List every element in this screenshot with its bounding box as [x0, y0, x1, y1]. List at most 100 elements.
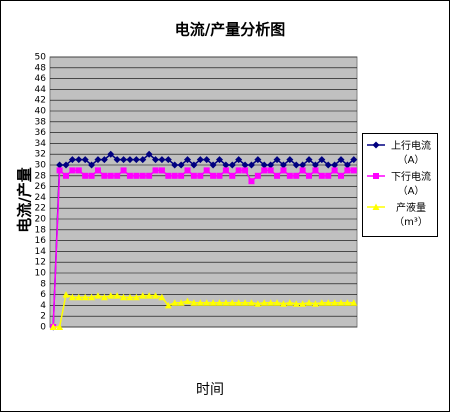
- point: [68, 293, 76, 301]
- point: [247, 299, 255, 306]
- point: [260, 161, 268, 169]
- point: [146, 172, 153, 179]
- point: [158, 156, 166, 164]
- point: [203, 156, 211, 164]
- point: [88, 161, 96, 169]
- point: [164, 301, 172, 309]
- point: [203, 299, 211, 306]
- point: [247, 161, 255, 169]
- point: [152, 292, 160, 299]
- point: [279, 161, 287, 169]
- point: [196, 156, 204, 164]
- point: [177, 299, 185, 306]
- point: [145, 292, 153, 299]
- legend-icon: [367, 203, 385, 210]
- point: [311, 161, 319, 169]
- point: [228, 161, 236, 169]
- point: [88, 172, 95, 179]
- point: [107, 172, 114, 179]
- point: [344, 167, 351, 174]
- point: [75, 167, 82, 174]
- point: [178, 172, 185, 179]
- point: [350, 299, 358, 306]
- point: [280, 167, 287, 174]
- y-tick-label: 20: [35, 215, 47, 225]
- point: [56, 167, 63, 174]
- point: [279, 300, 287, 307]
- point: [306, 172, 313, 179]
- point: [229, 172, 236, 179]
- y-tick-label: 42: [35, 96, 46, 106]
- legend-label: 上行电流（A）: [391, 141, 431, 166]
- point: [299, 167, 306, 174]
- point: [343, 299, 351, 306]
- y-tick-label: 44: [35, 85, 47, 95]
- y-tick-label: 36: [35, 128, 47, 138]
- point: [171, 161, 179, 169]
- point: [254, 156, 262, 164]
- point: [267, 167, 274, 174]
- legend-icon: [367, 173, 385, 179]
- point: [145, 150, 153, 158]
- point: [299, 300, 307, 307]
- point: [350, 156, 358, 164]
- point: [190, 172, 197, 179]
- point: [132, 293, 140, 301]
- point: [171, 299, 179, 306]
- point: [114, 172, 121, 179]
- y-tick-label: 6: [40, 290, 46, 300]
- point: [184, 297, 192, 305]
- y-tick-label: 50: [35, 53, 47, 63]
- point: [120, 167, 127, 174]
- point: [88, 293, 96, 301]
- y-tick-label: 34: [35, 139, 47, 149]
- point: [62, 172, 69, 179]
- point: [331, 161, 339, 169]
- point: [215, 156, 223, 164]
- y-tick-label: 28: [35, 171, 47, 181]
- point: [299, 161, 307, 169]
- point: [68, 156, 76, 164]
- point: [184, 156, 192, 164]
- point: [62, 161, 70, 169]
- y-axis-label: 电流/产量: [16, 167, 34, 232]
- point: [94, 167, 101, 174]
- y-tick-label: 48: [35, 63, 47, 73]
- point: [139, 172, 146, 179]
- point: [222, 161, 230, 169]
- point: [293, 172, 300, 179]
- point: [222, 167, 229, 174]
- point: [267, 161, 275, 169]
- point: [254, 172, 261, 179]
- point: [165, 172, 172, 179]
- point: [343, 161, 351, 169]
- point: [100, 293, 108, 301]
- point: [81, 156, 89, 164]
- legend-label: 下行电流（A）: [391, 172, 431, 197]
- point: [254, 300, 262, 307]
- y-tick-label: 8: [40, 279, 46, 289]
- point: [82, 172, 89, 179]
- point: [305, 299, 313, 306]
- point: [152, 167, 159, 174]
- point: [260, 299, 268, 306]
- point: [337, 299, 345, 306]
- y-tick-label: 14: [35, 247, 47, 257]
- point: [235, 167, 242, 174]
- y-tick-label: 4: [40, 301, 46, 311]
- point: [318, 156, 326, 164]
- point: [248, 178, 255, 185]
- point: [273, 299, 281, 306]
- y-tick-label: 24: [35, 193, 47, 203]
- legend-marker: [373, 173, 379, 179]
- point: [101, 172, 108, 179]
- point: [107, 150, 115, 158]
- point: [164, 156, 172, 164]
- point: [338, 172, 345, 179]
- legend-label: 产液量（m³）: [394, 203, 428, 228]
- point: [241, 299, 249, 306]
- point: [235, 156, 243, 164]
- point: [126, 293, 134, 301]
- y-tick-label: 18: [35, 225, 47, 235]
